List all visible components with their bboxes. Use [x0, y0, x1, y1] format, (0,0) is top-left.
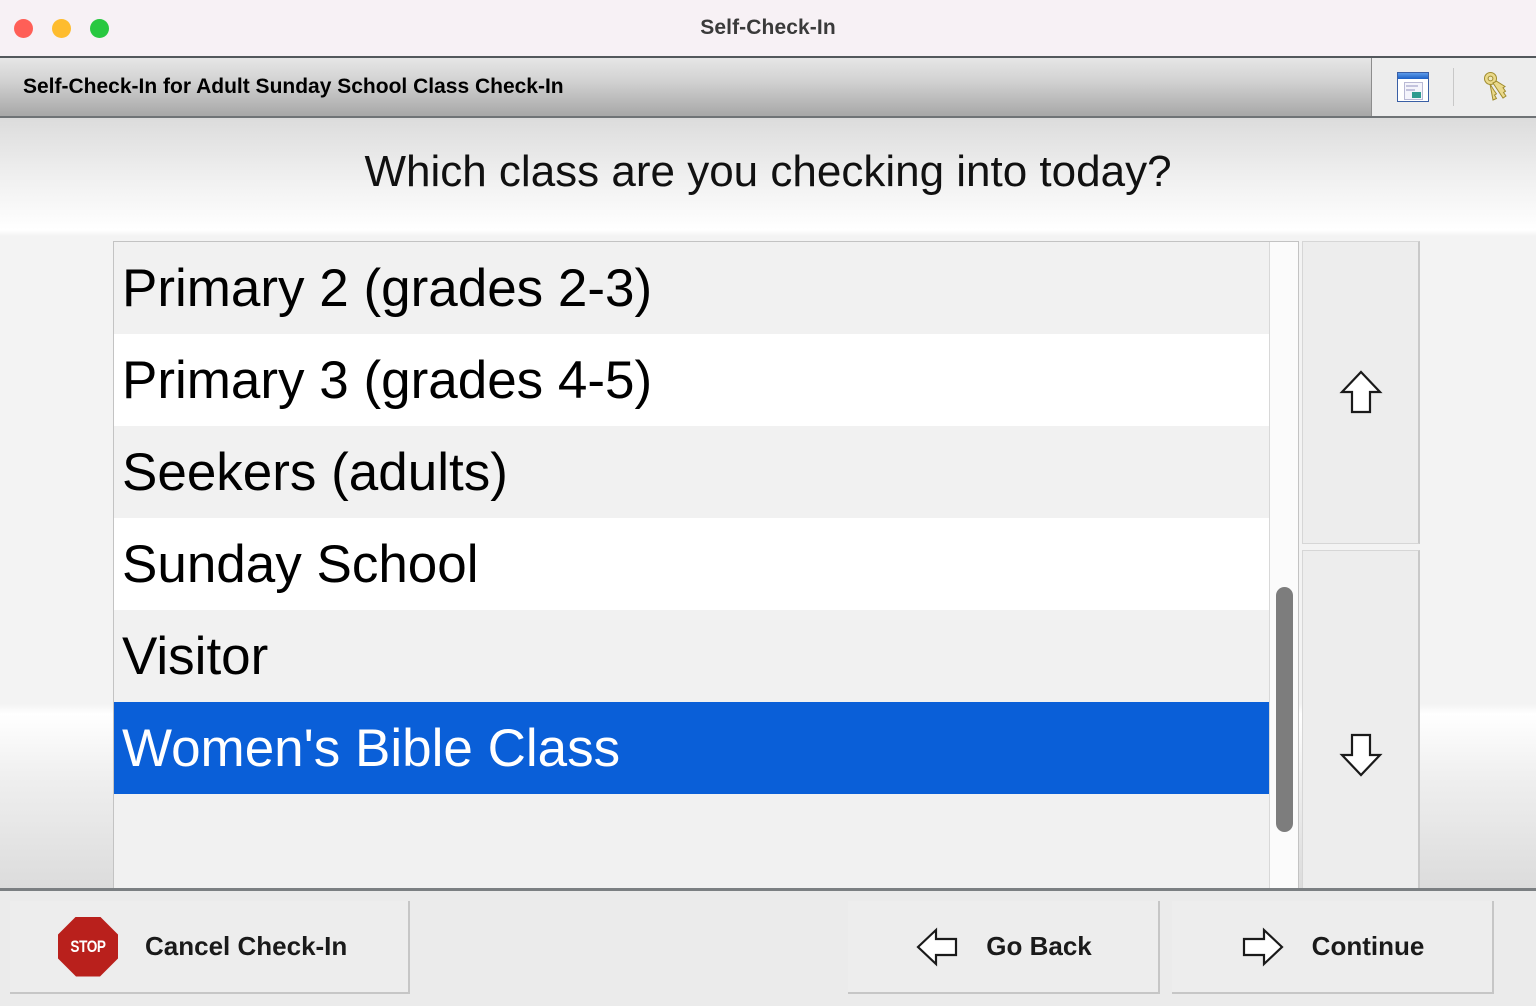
continue-button[interactable]: Continue [1172, 901, 1494, 994]
arrow-right-icon [1242, 926, 1284, 967]
list-item-label: Primary 2 (grades 2-3) [122, 258, 653, 318]
arrow-up-icon [1338, 369, 1383, 413]
list-item-label: Visitor [122, 626, 269, 686]
traffic-light-group [14, 19, 109, 38]
stop-sign-icon: STOP [58, 916, 118, 977]
cancel-check-in-button[interactable]: STOP Cancel Check-In [10, 901, 410, 994]
page-title: Which class are you checking into today? [364, 147, 1172, 196]
scroll-up-button[interactable] [1302, 241, 1420, 544]
list-item[interactable]: Sunday School [114, 518, 1269, 610]
app-header-title: Self-Check-In for Adult Sunday School Cl… [23, 75, 564, 98]
continue-label: Continue [1311, 931, 1425, 961]
list-item[interactable]: Visitor [114, 610, 1269, 702]
arrow-left-icon [916, 926, 958, 967]
report-window-icon [1396, 72, 1429, 102]
window-title: Self-Check-In [700, 16, 836, 39]
list-item-label: Primary 3 (grades 4-5) [122, 350, 653, 410]
stop-sign-text: STOP [70, 936, 106, 956]
list-item-label: Sunday School [122, 534, 479, 594]
arrow-down-icon [1338, 733, 1383, 777]
app-header-title-panel: Self-Check-In for Adult Sunday School Cl… [0, 58, 1372, 116]
class-list-box: Primary 2 (grades 2-3) Primary 3 (grades… [113, 241, 1299, 888]
main-content: Which class are you checking into today?… [0, 118, 1536, 888]
list-item[interactable]: Primary 3 (grades 4-5) [114, 334, 1269, 426]
maximize-window-button[interactable] [90, 19, 109, 38]
list-item-label: Seekers (adults) [122, 442, 508, 502]
list-scrollbar-thumb[interactable] [1276, 587, 1293, 832]
list-item-label: Women's Bible Class [122, 718, 621, 778]
class-list[interactable]: Primary 2 (grades 2-3) Primary 3 (grades… [114, 242, 1269, 888]
app-header-bar: Self-Check-In for Adult Sunday School Cl… [0, 56, 1536, 118]
scroll-down-button[interactable] [1302, 550, 1420, 888]
cancel-check-in-label: Cancel Check-In [145, 931, 348, 961]
close-window-button[interactable] [14, 19, 33, 38]
list-item[interactable]: Seekers (adults) [114, 426, 1269, 518]
go-back-label: Go Back [986, 931, 1092, 961]
toolbar-divider [1453, 68, 1454, 106]
list-scrollbar[interactable] [1269, 242, 1298, 888]
footer-toolbar: STOP Cancel Check-In Go Back Continue [0, 888, 1536, 1006]
go-back-button[interactable]: Go Back [848, 901, 1160, 994]
keys-icon [1483, 72, 1507, 101]
report-window-button[interactable] [1372, 58, 1453, 116]
keys-button[interactable] [1454, 58, 1535, 116]
list-item[interactable]: Primary 2 (grades 2-3) [114, 242, 1269, 334]
list-item-selected[interactable]: Women's Bible Class [114, 702, 1269, 794]
minimize-window-button[interactable] [52, 19, 71, 38]
app-header-toolbar [1372, 58, 1536, 116]
mac-titlebar: Self-Check-In [0, 0, 1536, 56]
